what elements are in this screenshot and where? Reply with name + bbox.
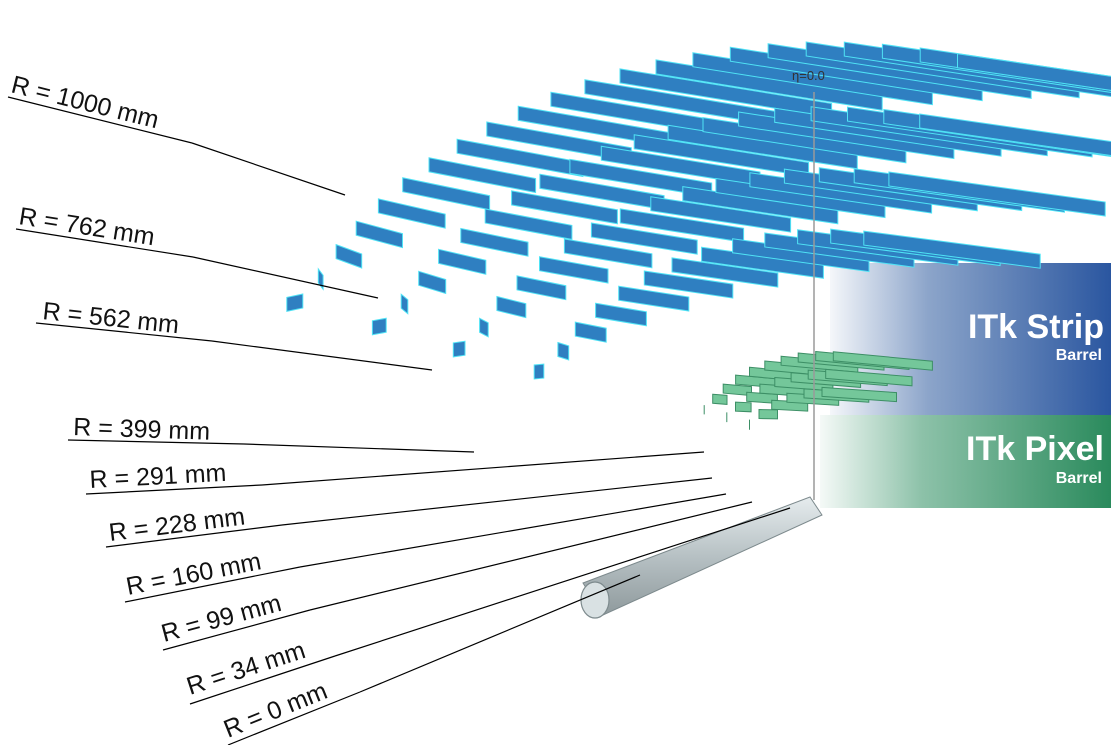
- strip-stave: [402, 177, 491, 211]
- radius-label-399: R = 399 mm: [67, 413, 475, 453]
- pixel-band-title: ITk Pixel: [966, 430, 1104, 468]
- radius-underline: [85, 484, 263, 495]
- beam-pipe-end: [580, 581, 610, 619]
- strip-stave: [286, 293, 304, 313]
- strip-stave: [557, 341, 570, 361]
- radius-underline: [162, 609, 311, 651]
- strip-stave: [484, 208, 573, 241]
- radius-label-text: R = 291 mm: [89, 459, 227, 494]
- radius-leader: [243, 443, 475, 453]
- radius-underline: [227, 691, 361, 745]
- radius-leader: [192, 256, 379, 299]
- radius-underline: [67, 439, 245, 445]
- strip-stave: [618, 285, 690, 312]
- strip-stave: [511, 190, 618, 225]
- pixel-stave: [758, 408, 778, 420]
- radius-label-291: R = 291 mm: [85, 451, 705, 495]
- strip-stave: [438, 248, 487, 275]
- strip-stave: [671, 257, 779, 288]
- pixel-stave: [735, 401, 752, 413]
- strip-stave: [516, 275, 567, 301]
- radius-leader: [309, 501, 753, 611]
- strip-barrel-layers: [286, 41, 1111, 380]
- strip-stave: [590, 222, 698, 255]
- strip-stave: [957, 53, 1111, 91]
- radius-leader: [211, 340, 433, 371]
- pixel-band-subtitle: Barrel: [1056, 470, 1102, 487]
- pixel-stave: [821, 386, 897, 403]
- strip-stave: [371, 317, 387, 336]
- strip-stave: [452, 340, 466, 358]
- strip-band-bg: [830, 263, 1111, 415]
- radius-underline: [105, 524, 283, 548]
- strip-stave: [460, 227, 529, 257]
- radius-leader: [334, 507, 791, 657]
- radius-underline: [7, 96, 193, 144]
- radius-label-text: R = 762 mm: [17, 202, 157, 251]
- strip-band: ITk Strip Barrel: [830, 263, 1111, 415]
- strip-stave: [574, 321, 607, 343]
- strip-stave: [377, 198, 446, 229]
- strip-stave: [335, 243, 363, 269]
- strip-stave: [355, 220, 403, 249]
- radius-label-text: R = 99 mm: [158, 589, 284, 648]
- pixel-stave: [712, 393, 728, 405]
- radius-label-text: R = 160 mm: [124, 547, 264, 601]
- strip-stave: [643, 270, 734, 299]
- radius-label-text: R = 228 mm: [107, 502, 246, 546]
- strip-stave: [863, 230, 1041, 269]
- strip-stave: [317, 267, 324, 291]
- strip-stave: [595, 302, 647, 327]
- radius-underline: [189, 655, 336, 705]
- strip-stave: [496, 295, 527, 319]
- strip-stave: [456, 138, 584, 178]
- radius-leader: [261, 451, 705, 486]
- pixel-band: ITk Pixel Barrel: [820, 415, 1111, 508]
- eta-marker: η=0.0: [792, 68, 825, 500]
- pixel-stave: [832, 351, 933, 371]
- radius-label-1000: R = 1000 mm: [7, 71, 346, 196]
- radius-leader: [299, 493, 727, 568]
- strip-stave: [428, 157, 537, 194]
- strip-stave: [888, 171, 1106, 217]
- beam-pipe: [580, 496, 823, 619]
- strip-band-title: ITk Strip: [968, 308, 1104, 346]
- pixel-stave: [825, 368, 913, 387]
- strip-stave: [533, 363, 545, 380]
- strip-stave: [539, 256, 609, 284]
- radius-label-762: R = 762 mm: [15, 202, 379, 299]
- strip-band-subtitle: Barrel: [1056, 347, 1102, 364]
- pixel-barrel-layers: [703, 350, 933, 430]
- strip-stave: [650, 196, 792, 233]
- strip-stave: [400, 293, 409, 315]
- radius-leader: [191, 142, 346, 196]
- radius-leader: [281, 477, 713, 526]
- radius-underline: [124, 566, 301, 603]
- radius-underline: [15, 228, 194, 258]
- pixel-band-bg: [820, 415, 1111, 508]
- radius-leader: [359, 574, 641, 693]
- strip-stave: [563, 238, 653, 269]
- strip-stave: [418, 270, 447, 295]
- eta-label: η=0.0: [792, 68, 825, 83]
- radius-label-text: R = 562 mm: [41, 297, 180, 339]
- radius-underline: [35, 322, 213, 342]
- strip-stave: [919, 113, 1111, 156]
- strip-stave: [479, 317, 489, 338]
